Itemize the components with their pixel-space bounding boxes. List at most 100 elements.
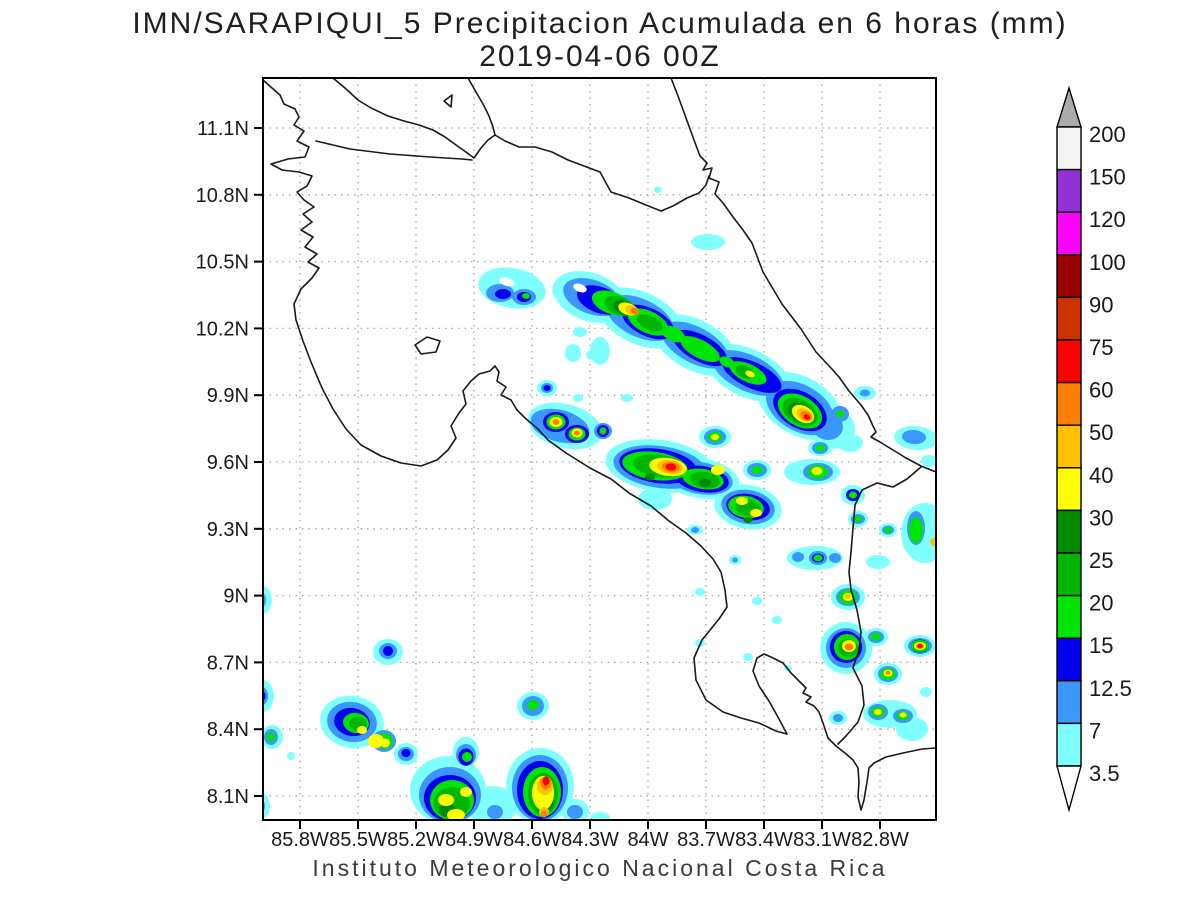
precip-contour-blob <box>263 592 266 608</box>
precip-contour-blob <box>573 283 587 293</box>
y-axis-tick-label: 8.1N <box>207 786 249 808</box>
x-axis-tick-label: 85.8W <box>271 829 329 851</box>
precip-contour-blob <box>636 314 664 332</box>
precip-contour-blob <box>665 463 677 471</box>
x-axis-tick-label: 84.6W <box>503 829 561 851</box>
precip-contour-blob <box>920 687 932 697</box>
precip-contour-blob <box>460 787 472 797</box>
y-axis-tick-label: 9.3N <box>207 519 249 541</box>
colorbar-label: 25 <box>1089 548 1113 573</box>
plot-frame <box>262 77 937 821</box>
precip-contour-blob <box>750 509 762 517</box>
colorbar: 200 150 120 100 90 75 60 50 40 30 25 20 15 12.5 7 3.5 <box>1056 85 1132 813</box>
y-axis-tick-labels: 11.1N 10.8N 10.5N 10.2N 9.9N 9.6N 9.3N 9N 8.7N 8.… <box>196 118 249 808</box>
x-axis-tick-label: 83.7W <box>677 829 735 851</box>
colorbar-label: 15 <box>1089 633 1113 658</box>
precip-contour-blob <box>263 680 274 712</box>
y-axis-tick-label: 8.4N <box>207 719 249 741</box>
colorbar-segment <box>1056 722 1082 767</box>
colorbar-segment <box>1056 126 1082 171</box>
precip-contour-blob <box>660 325 686 343</box>
colorbar-label: 60 <box>1089 378 1113 403</box>
precip-contour-blob <box>884 527 892 533</box>
x-axis-tick-label: 84W <box>627 829 668 851</box>
precip-contour-blob <box>921 455 936 467</box>
precip-contour-blob <box>573 394 583 402</box>
precip-contour-blob <box>267 732 275 742</box>
border-panama <box>837 466 922 745</box>
precip-contour-blob <box>522 293 530 299</box>
colorbar-arrow-above-max <box>1056 85 1082 128</box>
precip-contour-blob <box>909 517 923 543</box>
lake-nicaragua-east-shore <box>467 78 496 136</box>
colorbar-segment <box>1056 552 1082 597</box>
precip-contour-blob <box>711 434 719 440</box>
precip-contour-blob <box>811 467 823 475</box>
precip-contour-blob <box>543 385 551 391</box>
precip-contour-blob <box>540 810 548 818</box>
coastline-caribbean <box>670 78 936 473</box>
precip-contour-blob <box>699 479 711 487</box>
colorbar-label: 3.5 <box>1089 761 1120 786</box>
precip-contour-blob <box>383 646 393 656</box>
precip-contour-blob <box>552 419 560 425</box>
precip-contour-blob <box>462 752 472 762</box>
colorbar-segment <box>1056 424 1082 469</box>
precip-contour-blob <box>902 429 926 445</box>
precip-contour-blob <box>752 597 762 605</box>
precip-contour-blob <box>874 709 882 715</box>
precip-contour-blob <box>542 776 550 786</box>
precip-contour-blob <box>447 809 465 820</box>
colorbar-label: 7 <box>1089 718 1101 743</box>
precip-contour-blob <box>495 289 511 299</box>
precip-contour-blob <box>621 394 633 402</box>
precip-contour-blob <box>743 517 753 523</box>
precip-contour-blob <box>368 734 384 748</box>
precip-contour-blob <box>719 356 735 368</box>
precip-contour-blob <box>849 491 857 499</box>
precip-contour-blob <box>835 410 845 418</box>
precip-contour-blob <box>263 793 270 819</box>
precip-contour-blob <box>527 700 539 710</box>
precip-contour-blob <box>837 434 863 452</box>
colorbar-arrow-below-min <box>1056 765 1082 813</box>
precip-contour-blob <box>743 653 753 661</box>
precip-contour-blob <box>751 466 763 474</box>
colorbar-label: 20 <box>1089 591 1113 616</box>
x-axis-tick-label: 84.9W <box>445 829 503 851</box>
x-axis-tick-label: 82.8W <box>851 829 909 851</box>
colorbar-label: 40 <box>1089 463 1113 488</box>
y-axis-tick-label: 9.6N <box>207 452 249 474</box>
precip-contour-blob <box>736 497 748 505</box>
precip-contour-blob <box>866 555 890 569</box>
precip-contour-blob <box>574 430 580 436</box>
colorbar-label: 150 <box>1089 165 1126 190</box>
colorbar-segment <box>1056 381 1082 426</box>
colorbar-segment <box>1056 594 1082 639</box>
border-nicaragua-sanjuan-river <box>494 134 710 212</box>
chart-subtitle-date: 2019-04-06 00Z <box>479 40 721 73</box>
footer-attribution: Instituto Meteorologico Nacional Costa R… <box>312 855 888 881</box>
precip-contour-blob <box>860 389 870 397</box>
precip-contour-blob <box>792 552 804 562</box>
chart-title: IMN/SARAPIQUI_5 Precipitacion Acumulada … <box>132 7 1068 40</box>
precip-contour-blob <box>487 805 503 819</box>
y-axis-tick-label: 9.9N <box>207 385 249 407</box>
precip-contour-blob <box>917 644 923 648</box>
precip-contour-blob <box>357 726 367 734</box>
colorbar-segment <box>1056 467 1082 512</box>
precip-contour-blob <box>586 350 598 360</box>
coastline-pacific <box>263 79 936 811</box>
colorbar-segment <box>1056 509 1082 554</box>
precip-contour-blob <box>833 714 843 722</box>
precip-contour-blob <box>854 516 862 522</box>
precip-contour-blob <box>772 616 782 624</box>
precip-contour-blob <box>711 465 725 475</box>
colorbar-label: 90 <box>1089 292 1113 317</box>
precip-contour-blob <box>803 414 811 420</box>
precip-contour-blob <box>695 588 705 596</box>
colorbar-segment <box>1056 296 1082 341</box>
precip-contour-blob <box>813 554 823 562</box>
x-axis-tick-labels: 85.8W 85.5W 85.2W 84.9W 84.6W 84.3W 84W 83.7W 83… <box>271 829 909 851</box>
